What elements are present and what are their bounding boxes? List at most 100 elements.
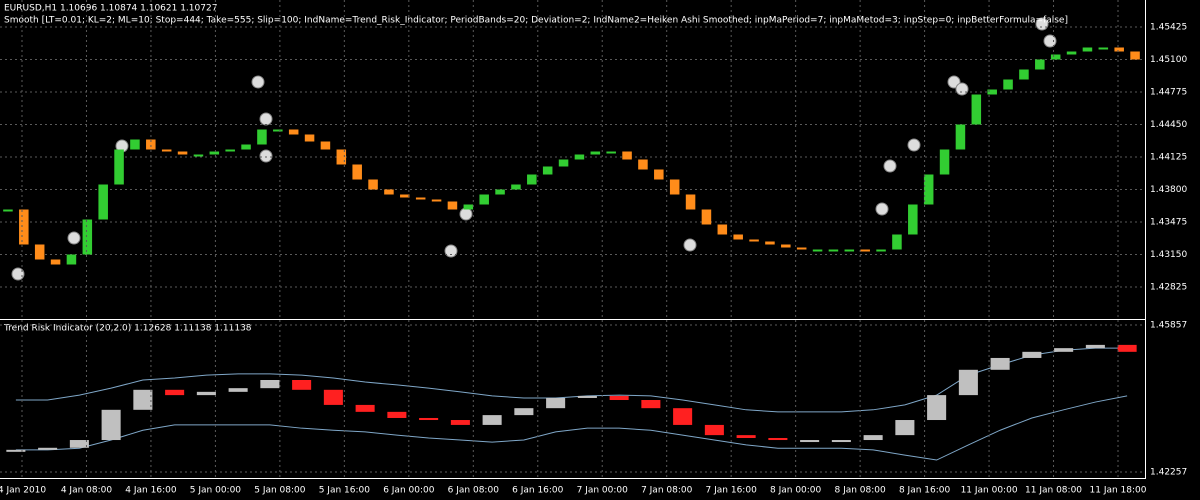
candle (463, 204, 474, 210)
time-label: 8 Jan 00:00 (770, 486, 822, 496)
candle (1117, 344, 1137, 352)
candle (177, 151, 188, 155)
candle (987, 89, 997, 95)
candle (225, 149, 235, 152)
candle (939, 149, 950, 175)
price-label: 1.44125 (1150, 153, 1187, 163)
time-label: 4 Jan 08:00 (61, 486, 113, 496)
candle (450, 420, 470, 425)
candle (257, 129, 267, 145)
candle (800, 440, 820, 443)
candle (1085, 344, 1105, 349)
candle (1035, 59, 1045, 70)
candle (1054, 348, 1074, 352)
candle (133, 389, 153, 410)
candle (479, 194, 489, 205)
candle (828, 249, 839, 252)
candle (355, 404, 375, 412)
time-label: 6 Jan 00:00 (383, 486, 435, 496)
candle (19, 209, 29, 245)
time-label: 6 Jan 16:00 (512, 486, 564, 496)
candle (971, 94, 982, 125)
candle (638, 159, 648, 170)
trade-markers (11, 17, 1057, 281)
candle (546, 397, 566, 409)
candle (609, 395, 629, 401)
candle (844, 249, 855, 252)
candle (701, 209, 712, 225)
candle (860, 249, 870, 252)
candle (419, 417, 439, 421)
candle (82, 219, 93, 255)
candle (717, 224, 728, 235)
price-label: 1.43800 (1150, 185, 1187, 195)
candle (514, 408, 534, 416)
candle (447, 201, 458, 210)
candle (574, 154, 585, 160)
candle (6, 449, 26, 452)
candle (733, 234, 743, 240)
candle (273, 129, 283, 132)
candle (704, 424, 724, 436)
time-label: 7 Jan 08:00 (641, 486, 693, 496)
candle (34, 244, 45, 260)
candle (577, 395, 597, 398)
candle (673, 408, 693, 425)
candle (1022, 351, 1042, 358)
candle (114, 149, 124, 185)
candle (796, 247, 807, 250)
candle (50, 259, 61, 265)
candle (736, 435, 756, 438)
candle (193, 154, 204, 157)
candle (876, 249, 886, 252)
price-label: 1.45100 (1150, 55, 1187, 65)
candle (260, 380, 280, 389)
candle (654, 169, 664, 180)
candle (641, 400, 661, 409)
candle (336, 149, 347, 165)
candle (558, 159, 569, 167)
candle (895, 420, 915, 436)
price-label: 1.45857 (1150, 321, 1187, 331)
candle (923, 174, 934, 205)
time-label: 8 Jan 08:00 (834, 486, 886, 496)
price-label: 1.43475 (1150, 218, 1187, 228)
symbol-line: EURUSD,H1 1.10696 1.10874 1.10621 1.1072… (4, 4, 217, 14)
time-label: 11 Jan 18:00 (1090, 486, 1147, 496)
candle (320, 141, 331, 150)
time-label: 8 Jan 16:00 (899, 486, 951, 496)
candle (292, 380, 312, 390)
candle (749, 239, 759, 242)
candle (927, 395, 947, 421)
candle (415, 197, 426, 200)
candle (863, 435, 883, 441)
candle (990, 357, 1010, 370)
candle (1130, 51, 1140, 60)
candle (831, 440, 851, 443)
candle (304, 134, 315, 142)
candle (288, 129, 299, 135)
candle (352, 164, 362, 180)
candle (781, 244, 791, 248)
time-label: 5 Jan 08:00 (254, 486, 306, 496)
candle (908, 204, 918, 235)
candle (1019, 69, 1029, 80)
candle (165, 389, 185, 396)
candle (384, 189, 394, 195)
time-label: 7 Jan 16:00 (706, 486, 758, 496)
price-label: 1.45425 (1150, 23, 1187, 33)
candle (511, 184, 521, 190)
time-label: 5 Jan 16:00 (319, 486, 371, 496)
candle (161, 149, 172, 152)
candle (768, 437, 788, 441)
candle (1050, 54, 1061, 60)
candle (1114, 47, 1124, 52)
candle (958, 369, 978, 396)
candle (812, 249, 823, 252)
band-line (15, 395, 1128, 461)
time-label: 11 Jan 08:00 (1025, 486, 1082, 496)
candle (955, 124, 966, 150)
expert-line: Smooth [LT=0.01; KL=2; ML=10; Stop=444; … (4, 16, 1068, 26)
candle (3, 209, 13, 212)
